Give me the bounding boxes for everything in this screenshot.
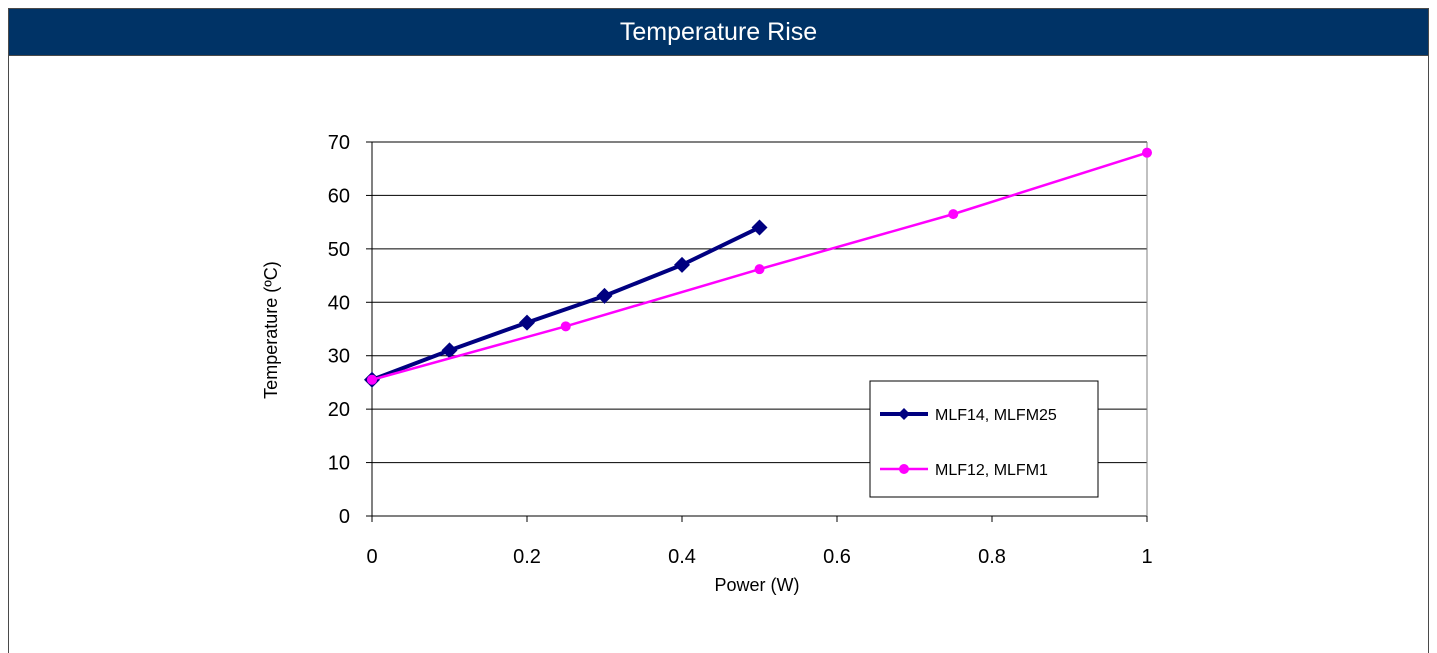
y-tick-label: 20 bbox=[328, 399, 350, 421]
y-tick-label: 0 bbox=[339, 506, 350, 528]
legend-label-mlf12: MLF12, MLFM1 bbox=[935, 462, 1048, 479]
data-point-circle bbox=[1142, 147, 1152, 158]
y-tick-label: 30 bbox=[328, 346, 350, 368]
data-point-circle bbox=[367, 374, 377, 385]
data-point-diamond bbox=[751, 219, 768, 236]
data-point-diamond bbox=[596, 287, 613, 304]
x-tick-label: 0 bbox=[366, 546, 377, 568]
data-point-diamond bbox=[519, 314, 535, 331]
legend: MLF14, MLFM25 MLF12, MLFM1 bbox=[869, 380, 1099, 498]
series-line-0 bbox=[371, 225, 761, 382]
y-tick-label: 50 bbox=[328, 239, 350, 261]
legend-marker-mlf14 bbox=[898, 408, 910, 420]
x-axis-title: Power (W) bbox=[715, 575, 800, 595]
data-point-circle bbox=[560, 321, 571, 332]
page-title: Temperature Rise bbox=[8, 8, 1429, 56]
y-tick-label: 40 bbox=[328, 292, 350, 314]
x-tick-label: 0.8 bbox=[978, 546, 1006, 568]
y-tick-label: 70 bbox=[328, 132, 350, 154]
x-tick-label: 1 bbox=[1141, 546, 1152, 568]
legend-box bbox=[869, 380, 1099, 498]
data-point-diamond bbox=[441, 342, 458, 359]
data-point-diamond bbox=[674, 256, 690, 273]
data-point-circle bbox=[948, 209, 959, 220]
x-tick-label: 0.4 bbox=[668, 546, 696, 568]
legend-label-mlf14: MLF14, MLFM25 bbox=[935, 407, 1057, 424]
y-tick-label: 10 bbox=[328, 453, 350, 475]
legend-marker-mlf12 bbox=[899, 464, 909, 474]
data-point-circle bbox=[754, 264, 765, 275]
x-tick-label: 0.6 bbox=[823, 546, 851, 568]
y-tick-label: 60 bbox=[328, 185, 350, 207]
y-axis-title: Temperature (ºC) bbox=[261, 261, 281, 399]
x-tick-label: 0.2 bbox=[513, 546, 541, 568]
